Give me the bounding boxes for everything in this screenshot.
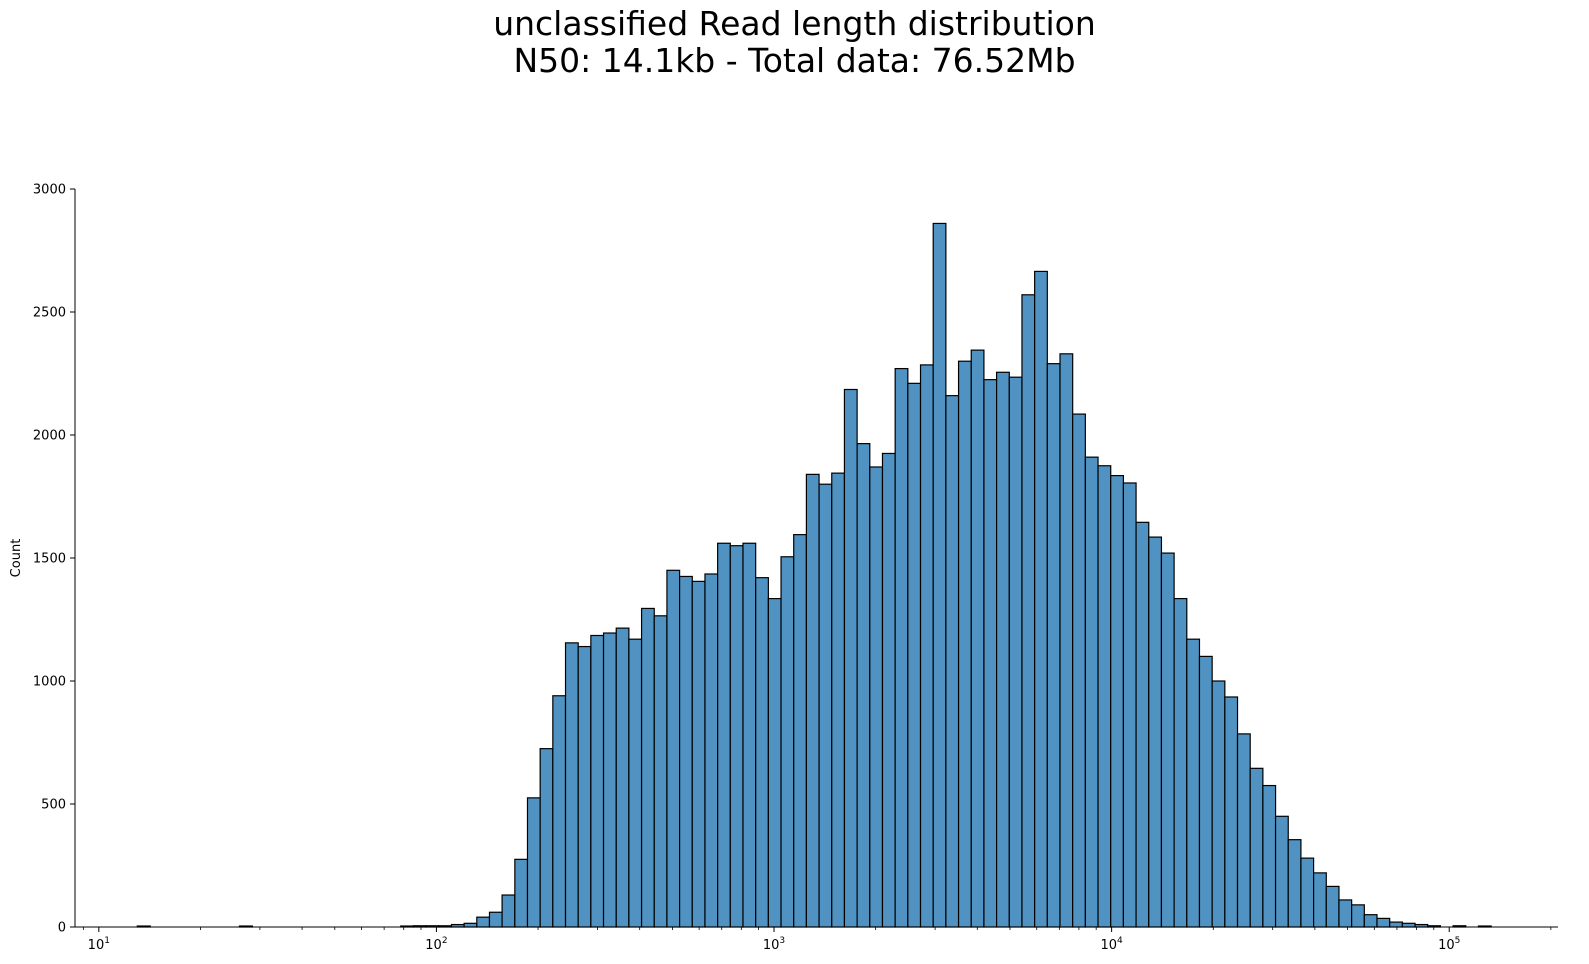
histogram-bar: [578, 647, 591, 927]
histogram-bar: [959, 361, 972, 927]
histogram-bar: [971, 350, 984, 927]
histogram-bar: [1314, 873, 1327, 927]
x-tick-label: 105: [1438, 936, 1460, 953]
histogram-bar: [1364, 915, 1377, 927]
y-tick-label: 1000: [33, 675, 66, 690]
histogram-bar: [1161, 553, 1174, 927]
histogram-bar: [844, 389, 857, 927]
histogram-bar: [667, 570, 680, 927]
histogram-bar: [781, 557, 794, 927]
histogram-bar: [1149, 537, 1162, 927]
histogram-bar: [527, 798, 540, 927]
histogram-bar: [882, 453, 895, 927]
histogram-bar: [1123, 483, 1136, 927]
histogram-bars: [137, 223, 1491, 927]
histogram-bar: [591, 635, 604, 927]
histogram-bar: [1073, 414, 1086, 927]
histogram-bar: [756, 578, 769, 927]
histogram-bar: [540, 749, 553, 927]
histogram-bar: [794, 535, 807, 927]
x-tick-label: 104: [1100, 936, 1123, 953]
histogram-bar: [692, 581, 705, 927]
x-tick-label: 102: [425, 936, 447, 953]
histogram-bar: [1301, 858, 1314, 927]
y-tick-label: 0: [58, 921, 66, 936]
histogram-bar: [1085, 457, 1098, 927]
histogram-bar: [1009, 377, 1022, 927]
histogram-bar: [1263, 786, 1276, 927]
histogram-bar: [477, 917, 490, 927]
histogram-bar: [819, 484, 832, 927]
histogram-bar: [502, 895, 515, 927]
histogram-bar: [1098, 466, 1111, 927]
histogram-bar: [1187, 639, 1200, 927]
histogram-bar: [908, 383, 921, 927]
histogram-bar: [1402, 923, 1415, 927]
y-tick-label: 500: [41, 798, 66, 813]
histogram-bar: [1352, 905, 1365, 927]
histogram-bar: [743, 543, 756, 927]
histogram-bar: [984, 380, 997, 927]
y-tick-label: 2000: [33, 429, 66, 444]
y-tick-label: 2500: [33, 306, 66, 321]
histogram-bar: [832, 473, 845, 927]
histogram-bar: [1111, 476, 1124, 927]
histogram-bar: [515, 859, 528, 927]
histogram-bar: [1060, 354, 1073, 927]
histogram-bar: [1136, 522, 1149, 927]
x-tick-label: 103: [763, 936, 785, 953]
histogram-bar: [1047, 364, 1060, 927]
histogram-bar: [870, 467, 883, 927]
histogram-bar: [946, 396, 959, 927]
histogram-bar: [997, 372, 1010, 927]
histogram-bar: [921, 365, 934, 927]
histogram-bar: [1377, 918, 1390, 927]
histogram-bar: [1276, 816, 1289, 927]
histogram-bar: [718, 543, 731, 927]
histogram-bar: [1225, 697, 1238, 927]
x-tick-label: 101: [88, 936, 110, 953]
histogram-bar: [642, 608, 655, 927]
histogram-bar: [604, 633, 617, 927]
histogram-bar: [857, 444, 870, 927]
histogram-bar: [1022, 295, 1035, 927]
histogram-bar: [616, 628, 629, 927]
histogram-bar: [730, 546, 743, 927]
histogram-bar: [489, 912, 502, 927]
histogram-bar: [553, 696, 566, 927]
histogram-bar: [1288, 840, 1301, 927]
histogram-bar: [1238, 734, 1251, 927]
histogram-bar: [1339, 900, 1352, 927]
histogram-bar: [933, 223, 946, 927]
histogram-bar: [1199, 656, 1212, 927]
histogram-bar: [895, 369, 908, 927]
histogram-bar: [680, 576, 693, 927]
histogram-bar: [1174, 599, 1187, 927]
histogram-bar: [464, 923, 477, 927]
histogram-bar: [1326, 886, 1339, 927]
y-tick-label: 1500: [33, 552, 66, 567]
y-tick-label: 3000: [33, 183, 66, 198]
histogram-bar: [629, 639, 642, 927]
histogram-bar: [1212, 681, 1225, 927]
histogram-bar: [1390, 922, 1403, 927]
histogram-bar: [705, 574, 718, 927]
histogram-bar: [768, 599, 781, 927]
histogram-bar: [566, 643, 579, 927]
histogram-bar: [1250, 768, 1263, 927]
histogram-bar: [1035, 271, 1048, 927]
histogram-bar: [806, 474, 819, 927]
y-axis-label: Count: [9, 539, 24, 578]
histogram-bar: [654, 616, 667, 927]
